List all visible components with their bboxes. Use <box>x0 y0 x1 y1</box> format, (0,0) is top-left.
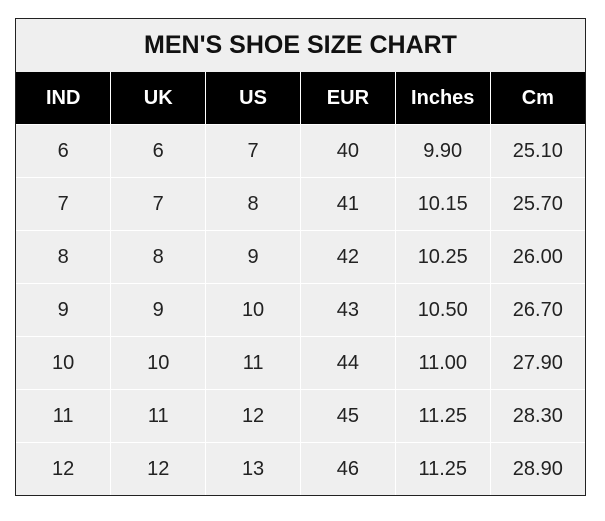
table-cell: 7 <box>205 124 301 178</box>
table-row: 10 10 11 44 11.00 27.90 <box>16 336 585 390</box>
table-cell: 27.90 <box>489 336 585 390</box>
table-cell: 43 <box>299 283 396 337</box>
table-cell: 11.25 <box>394 389 491 443</box>
table-cell: 10 <box>110 336 206 390</box>
table-cell: 40 <box>299 124 396 178</box>
header-row: IND UK US EUR Inches Cm <box>16 72 585 125</box>
table-cell: 26.70 <box>489 283 585 337</box>
column-header: IND <box>16 72 111 125</box>
table-cell: 26.00 <box>489 230 585 284</box>
table-cell: 10 <box>16 336 111 390</box>
column-header: EUR <box>299 72 396 125</box>
table-cell: 9 <box>110 283 206 337</box>
table-cell: 42 <box>299 230 396 284</box>
table-cell: 25.70 <box>489 177 585 231</box>
table-cell: 25.10 <box>489 124 585 178</box>
table-row: 8 8 9 42 10.25 26.00 <box>16 230 585 284</box>
table-row: 12 12 13 46 11.25 28.90 <box>16 442 585 495</box>
table-row: 6 6 7 40 9.90 25.10 <box>16 124 585 178</box>
table-cell: 10.15 <box>394 177 491 231</box>
table-row: 9 9 10 43 10.50 26.70 <box>16 283 585 337</box>
table-cell: 6 <box>16 124 111 178</box>
table-cell: 28.30 <box>489 389 585 443</box>
table-cell: 7 <box>16 177 111 231</box>
table-cell: 10.50 <box>394 283 491 337</box>
table-cell: 8 <box>16 230 111 284</box>
table-cell: 9 <box>205 230 301 284</box>
table-cell: 12 <box>205 389 301 443</box>
table-cell: 10.25 <box>394 230 491 284</box>
table-cell: 28.90 <box>489 442 585 495</box>
column-header: Cm <box>489 72 585 125</box>
table-cell: 11 <box>205 336 301 390</box>
table-cell: 9 <box>16 283 111 337</box>
size-chart-table: MEN'S SHOE SIZE CHART IND UK US EUR Inches Cm… <box>15 18 586 496</box>
table-cell: 46 <box>299 442 396 495</box>
table-cell: 11 <box>16 389 111 443</box>
table-row: 7 7 8 41 10.15 25.70 <box>16 177 585 231</box>
table-cell: 11.00 <box>394 336 491 390</box>
chart-title: MEN'S SHOE SIZE CHART <box>16 19 585 72</box>
table-cell: 12 <box>110 442 206 495</box>
table-cell: 6 <box>110 124 206 178</box>
table-cell: 8 <box>205 177 301 231</box>
column-header: US <box>205 72 301 125</box>
table-cell: 10 <box>205 283 301 337</box>
table-cell: 13 <box>205 442 301 495</box>
table-cell: 8 <box>110 230 206 284</box>
table-cell: 11 <box>110 389 206 443</box>
table-cell: 12 <box>16 442 111 495</box>
column-header: UK <box>110 72 206 125</box>
table-row: 11 11 12 45 11.25 28.30 <box>16 389 585 443</box>
table-cell: 41 <box>299 177 396 231</box>
table-cell: 9.90 <box>394 124 491 178</box>
table-cell: 11.25 <box>394 442 491 495</box>
column-header: Inches <box>394 72 491 125</box>
table-cell: 44 <box>299 336 396 390</box>
table-cell: 45 <box>299 389 396 443</box>
table-cell: 7 <box>110 177 206 231</box>
